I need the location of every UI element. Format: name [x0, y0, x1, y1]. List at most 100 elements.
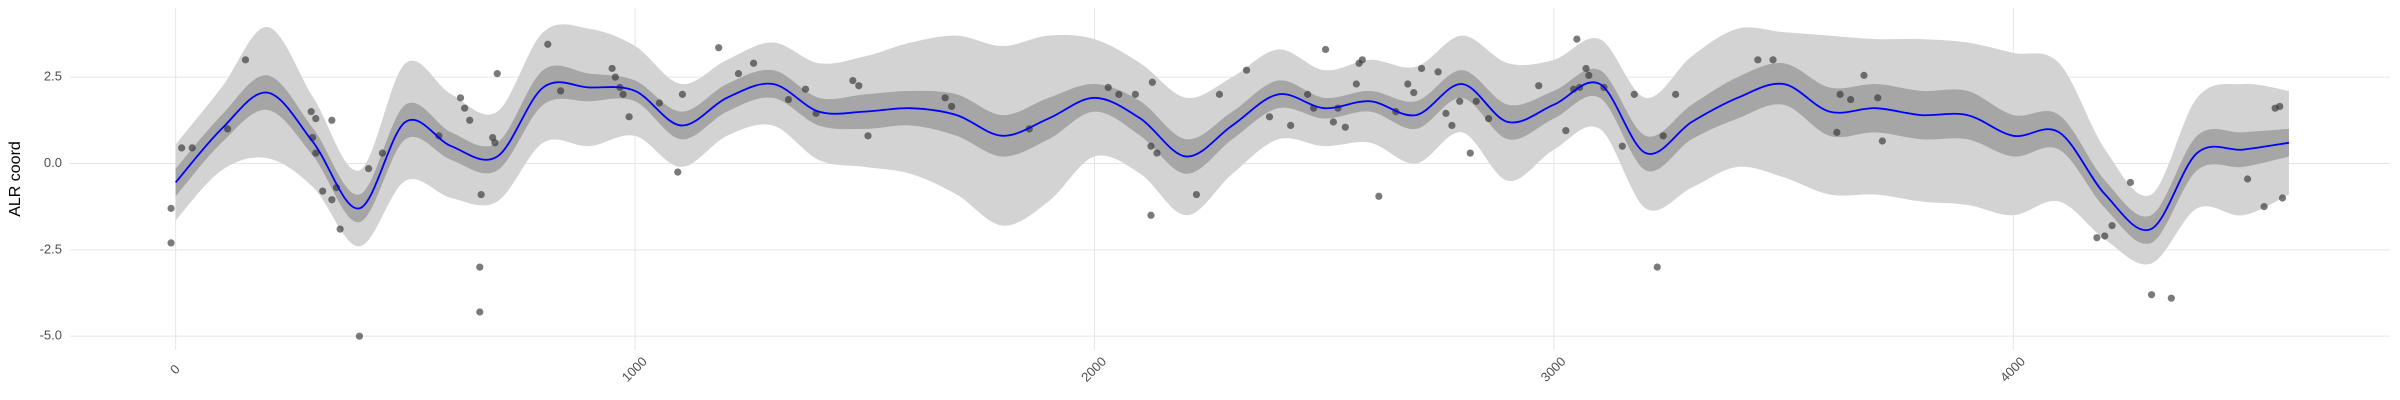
data-point — [1375, 192, 1383, 200]
data-point — [1417, 64, 1426, 73]
y-axis-title: ALR coord — [7, 141, 24, 217]
data-point — [1585, 71, 1593, 79]
data-point — [466, 116, 474, 124]
data-point — [1754, 56, 1762, 64]
data-point — [784, 95, 793, 104]
data-point — [178, 144, 186, 152]
data-point — [1115, 90, 1123, 98]
data-point — [355, 332, 364, 340]
data-point — [223, 125, 232, 133]
y-tick-label: 0.0 — [44, 155, 62, 170]
data-point — [674, 168, 682, 176]
x-tick-label: 2000 — [1078, 354, 1109, 385]
data-point — [1442, 109, 1450, 117]
data-point — [1329, 118, 1337, 126]
data-point — [557, 87, 565, 95]
data-point — [1434, 68, 1442, 76]
data-point — [1147, 142, 1155, 150]
data-point — [476, 308, 484, 316]
y-tick-label: -2.5 — [40, 241, 62, 256]
data-point — [611, 73, 619, 81]
data-point — [1672, 90, 1680, 98]
data-point — [1352, 80, 1360, 88]
data-point — [476, 263, 484, 271]
x-tick-label: 1000 — [619, 354, 650, 385]
data-point — [1404, 80, 1412, 88]
data-point — [749, 59, 758, 67]
data-point — [435, 132, 443, 140]
data-point — [801, 85, 810, 93]
data-point — [1147, 211, 1155, 219]
data-point — [1104, 83, 1112, 92]
data-point — [948, 102, 956, 111]
data-point — [241, 56, 250, 64]
data-point — [2126, 178, 2135, 187]
data-point — [1562, 127, 1570, 135]
data-point — [941, 94, 949, 102]
data-point — [544, 40, 552, 48]
data-point — [619, 90, 627, 98]
data-point — [1304, 90, 1312, 98]
data-point — [655, 99, 664, 107]
data-point — [312, 114, 320, 123]
data-point — [1847, 95, 1855, 104]
x-tick-label: 4000 — [1997, 354, 2028, 385]
data-point — [1472, 97, 1480, 105]
data-point — [1448, 121, 1456, 130]
data-point — [477, 190, 485, 199]
data-point — [1874, 94, 1882, 102]
data-point — [1456, 97, 1464, 105]
data-point — [625, 113, 633, 121]
data-point — [734, 70, 743, 78]
data-point — [319, 187, 327, 195]
data-point — [1582, 64, 1590, 73]
data-point — [1485, 114, 1493, 123]
data-point — [312, 149, 320, 157]
data-point — [365, 165, 373, 173]
confidence-band — [175, 63, 2289, 244]
data-point — [1287, 121, 1295, 130]
data-point — [1242, 66, 1251, 74]
data-point — [1131, 90, 1139, 98]
data-point — [715, 44, 723, 52]
data-point — [1836, 90, 1844, 98]
data-point — [1265, 113, 1274, 121]
x-tick-label: 0 — [167, 361, 183, 377]
data-point — [1630, 90, 1638, 98]
data-point — [188, 144, 196, 152]
data-point — [1860, 71, 1868, 79]
data-point — [2276, 102, 2284, 111]
data-point — [456, 94, 465, 102]
data-point — [167, 204, 175, 212]
data-point — [167, 239, 175, 247]
data-point — [2167, 294, 2175, 302]
data-point — [849, 76, 857, 85]
data-point — [1833, 128, 1841, 136]
data-point — [1148, 78, 1156, 86]
data-point — [378, 149, 386, 157]
data-point — [2093, 234, 2101, 242]
data-point — [608, 64, 616, 73]
data-point — [1878, 137, 1886, 145]
data-point — [1466, 149, 1474, 157]
data-point — [2108, 222, 2116, 230]
data-point — [1215, 90, 1224, 98]
data-point — [1192, 190, 1201, 199]
data-point — [855, 82, 863, 90]
data-point — [2243, 175, 2252, 183]
mean-line — [174, 81, 2290, 232]
plot-area — [167, 24, 2290, 340]
data-point — [491, 139, 499, 147]
data-point — [1618, 142, 1626, 150]
data-point — [461, 104, 469, 112]
y-tick-label: -5.0 — [40, 328, 62, 343]
data-point — [328, 196, 336, 204]
data-point — [1653, 263, 1661, 271]
data-point — [864, 132, 872, 140]
data-point — [336, 225, 344, 233]
data-point — [1341, 123, 1349, 131]
data-point — [2278, 194, 2287, 202]
data-point — [1659, 132, 1667, 140]
y-tick-label: 2.5 — [44, 69, 62, 84]
